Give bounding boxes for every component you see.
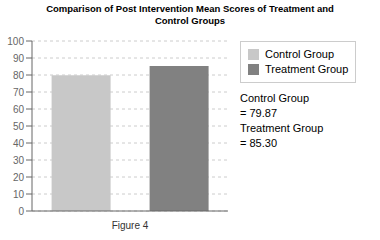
svg-text:90: 90 (13, 53, 25, 64)
svg-text:100: 100 (8, 36, 24, 47)
html-text:Comparison of Post Interventio: Comparison of Post Intervention Mean Sco… (46, 3, 334, 26)
svg-text:10: 10 (13, 189, 25, 200)
html-text:Control Group: Control Group (265, 48, 335, 60)
svg-text:40: 40 (13, 138, 25, 149)
svg-text:30: 30 (13, 155, 25, 166)
svg-text:20: 20 (13, 172, 25, 183)
svg-text:70: 70 (13, 87, 25, 98)
html-text:Control Group = 79.87 Treatmen: Control Group = 79.87 Treatment Group = … (240, 92, 324, 149)
svg-text:0: 0 (18, 206, 24, 217)
svg-text:60: 60 (13, 104, 25, 115)
html-text:Treatment Group: Treatment Group (265, 63, 349, 75)
svg-text:80: 80 (13, 70, 25, 81)
svg-text:Figure 4: Figure 4 (112, 220, 149, 231)
svg-text:50: 50 (13, 121, 25, 132)
